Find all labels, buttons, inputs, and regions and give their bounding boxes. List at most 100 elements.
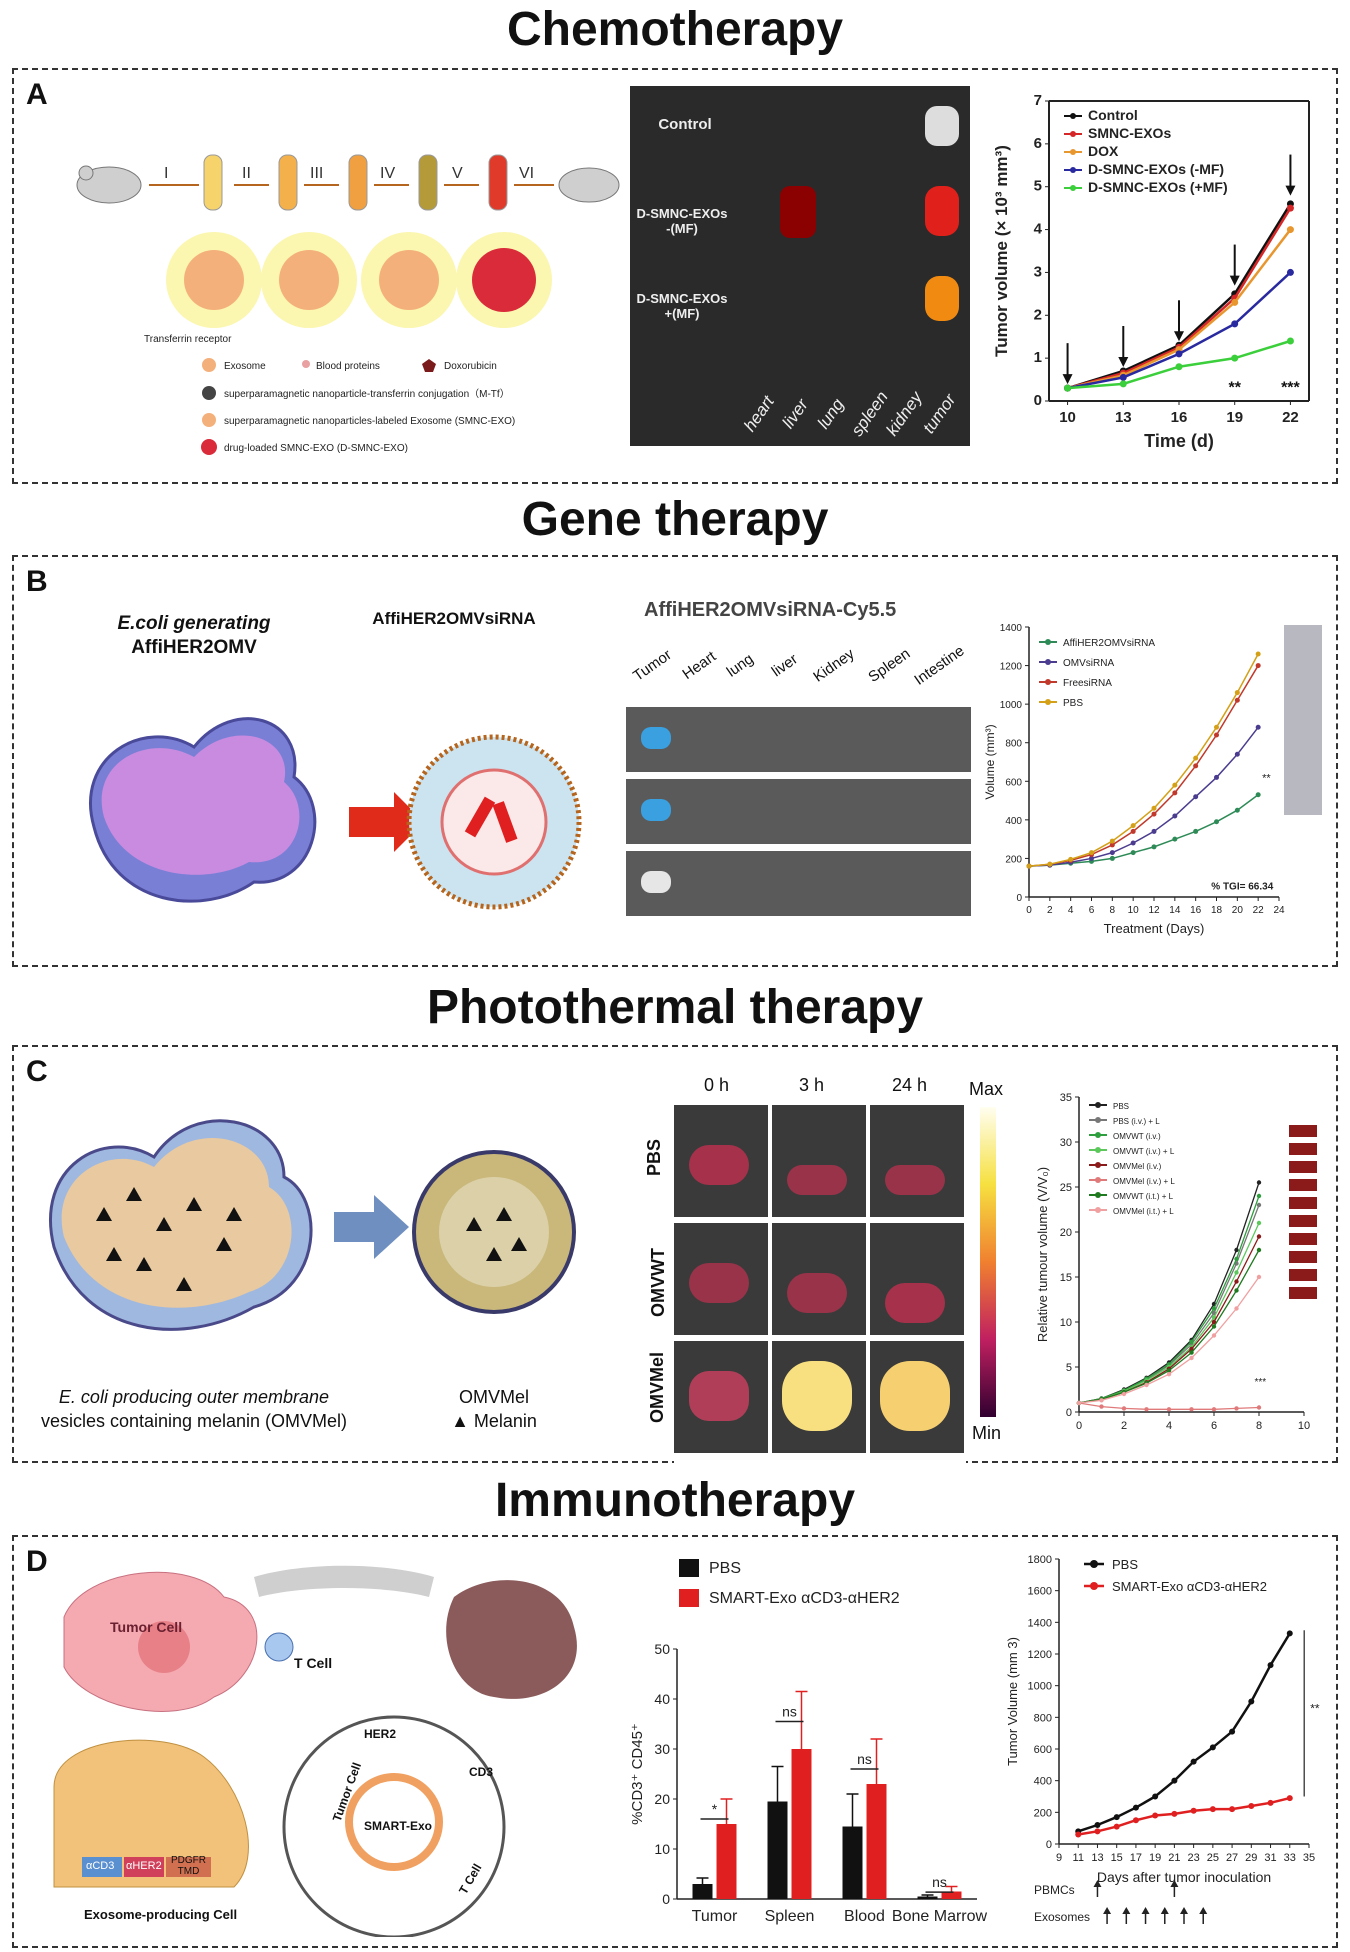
mouse-right-icon [558, 167, 620, 203]
chart-d-bar: 0 10 20 30 40 50 %CD3⁺ CD45⁺ Tumor * Spleen ns Bloo… [629, 1559, 988, 1925]
data-point [1089, 850, 1094, 856]
legend-marker [1095, 1132, 1101, 1138]
legend-dox: Doxorubicin [444, 361, 497, 372]
panel-b: B E.coli generating AffiHER2OMV AffiHER2… [12, 555, 1338, 967]
tumor-cell-left [63, 1571, 258, 1712]
data-point [1234, 1306, 1239, 1311]
y-tick-label: 15 [1060, 1272, 1072, 1284]
data-point [1119, 373, 1127, 381]
data-point [1234, 697, 1240, 703]
data-point [1234, 807, 1240, 813]
mouse-left-icon [76, 165, 142, 204]
omv-vesicle [406, 734, 582, 910]
data-point [1211, 1319, 1217, 1325]
data-point [1190, 1807, 1197, 1814]
data-point [1109, 855, 1115, 861]
x-tick-label: 33 [1284, 1852, 1296, 1864]
data-point [1234, 1279, 1239, 1284]
data-point [1234, 690, 1240, 696]
ecoli-cell [89, 717, 317, 903]
data-point [1189, 1355, 1194, 1361]
series-line-2 [1028, 665, 1259, 867]
tumor-minus-mf [925, 186, 959, 236]
data-point [1255, 724, 1261, 730]
chart-d-line: 0 200 400 600 800 1000 1200 1400 1600 1800 9 11 13 15… [1005, 1554, 1320, 1924]
x-tick-label: 13 [1115, 409, 1132, 426]
data-point [1166, 1368, 1172, 1373]
x-tick-label: 22 [1253, 905, 1265, 916]
significance-mark: ** [1228, 379, 1241, 396]
data-point [1248, 1803, 1255, 1809]
thermal-image-grid [674, 1105, 966, 1465]
t-cell-label: T Cell [294, 1655, 333, 1671]
organ-liver: liver [778, 395, 812, 432]
y-tick-label: 3 [1034, 263, 1042, 280]
scale-min: Min [972, 1423, 1002, 1443]
y-tick-label: 20 [1060, 1227, 1072, 1239]
photothermal-caption-1: E. coli producing outer membrane [58, 1387, 330, 1407]
data-point [1256, 1220, 1262, 1226]
legend-label: OMVMel (i.v.) + L [1113, 1177, 1175, 1186]
legend-marker [1070, 149, 1076, 155]
omv-sirna-label: AffiHER2OMVsiRNA [372, 609, 536, 628]
data-point [1109, 838, 1115, 844]
x-tick-label: 14 [1169, 905, 1181, 916]
x-tick-label: 17 [1130, 1852, 1142, 1864]
legend-exosome: Exosome [224, 361, 266, 372]
y-tick-label: 1800 [1028, 1554, 1052, 1566]
legend-label: SMART-Exo αCD3-αHER2 [709, 1590, 900, 1607]
data-point [1172, 782, 1178, 788]
x-tick-label: 15 [1111, 1852, 1123, 1864]
data-point [1286, 1630, 1293, 1637]
x-tick-label: 10 [1128, 905, 1140, 916]
smart-exo-icon [345, 1773, 443, 1871]
data-point [1166, 1372, 1172, 1377]
panel-letter-b: B [26, 565, 48, 598]
data-point [1248, 1698, 1255, 1705]
data-point [1189, 1350, 1194, 1355]
panel-letter-d: D [26, 1545, 48, 1578]
data-point [1130, 828, 1136, 834]
row-omv-mel: OMVMel [647, 1351, 668, 1424]
y-tick-label: 400 [1034, 1776, 1052, 1788]
x-tick-label: 12 [1148, 905, 1160, 916]
y-tick-label: 5 [1066, 1362, 1072, 1374]
legend-marker [1095, 1162, 1101, 1168]
legend-label: OMVsiRNA [1063, 658, 1114, 669]
significance-mark: ** [1310, 1702, 1320, 1716]
data-point [1209, 1744, 1216, 1751]
data-point [1175, 350, 1183, 358]
data-point [1130, 823, 1136, 829]
x-tick-label: 31 [1264, 1852, 1276, 1864]
bar [917, 1896, 938, 1899]
legend-label: AffiHER2OMVsiRNA [1063, 638, 1155, 649]
data-point [1130, 850, 1136, 856]
dose-arrowhead [1118, 357, 1129, 367]
x-tick-label: 24 [1273, 905, 1285, 916]
melanin-label: ▲ Melanin [451, 1411, 537, 1431]
y-tick-label: 600 [1005, 777, 1022, 788]
schedule-exosomes: Exosomes [1034, 1910, 1090, 1924]
data-point [1151, 805, 1157, 811]
ecoli-caption-line2: AffiHER2OMV [131, 637, 257, 658]
t-cell-icon [264, 1632, 294, 1662]
y-tick-label: 1000 [1028, 1681, 1052, 1693]
gene-therapy-schematic [89, 717, 582, 910]
organ-b-heart: Heart [679, 648, 720, 683]
y-tick-label: 40 [654, 1691, 670, 1707]
scale-max: Max [969, 1079, 1004, 1099]
mtf-icon [202, 386, 216, 400]
data-point [1121, 1406, 1127, 1411]
data-point [1193, 828, 1199, 834]
legend-marker [1095, 1102, 1101, 1108]
x-tick-label: 16 [1171, 409, 1188, 426]
dose-arrowhead [1062, 374, 1073, 385]
heat-scale-bar [980, 1107, 996, 1417]
data-point [1193, 794, 1199, 800]
data-point [1211, 1333, 1217, 1338]
legend-marker [1045, 639, 1051, 645]
schedule-arrowhead [1122, 1907, 1131, 1914]
data-point [1113, 1823, 1120, 1830]
data-point [1047, 861, 1053, 867]
step-iii: III [310, 165, 323, 182]
